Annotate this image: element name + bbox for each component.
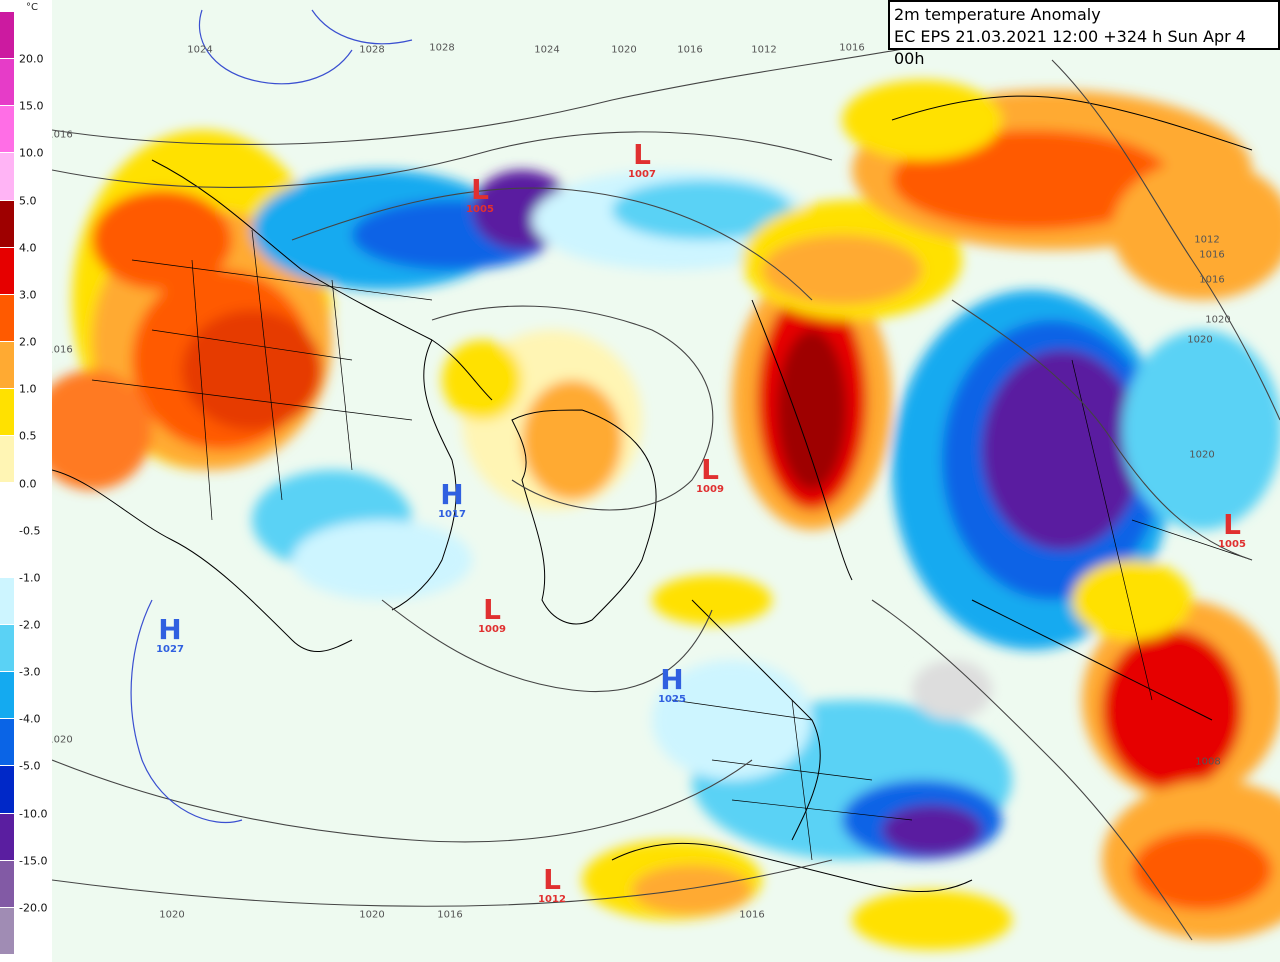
legend-unit: °C (26, 2, 38, 13)
legend-swatch (0, 530, 14, 578)
blue-isobars (130, 9, 413, 824)
pressure-value: 1007 (628, 169, 656, 180)
legend-swatch (0, 483, 14, 531)
legend-swatch (0, 436, 14, 484)
isobar-label: 1016 (677, 44, 703, 56)
low-pressure-marker: L (543, 863, 561, 896)
low-pressure-marker: L (701, 453, 719, 486)
isobar-label: 1016 (1199, 274, 1225, 286)
legend-label: 15.0 (19, 99, 44, 113)
high-pressure-marker: H (440, 478, 464, 511)
legend-swatch (0, 12, 14, 60)
legend-label: 2.0 (19, 335, 37, 349)
pressure-value: 1017 (438, 509, 466, 520)
legend-label: -2.0 (19, 618, 41, 632)
legend-label: -3.0 (19, 665, 41, 679)
legend-label: -5.0 (19, 759, 41, 773)
isobar-label: 1020 (1189, 449, 1215, 461)
map-canvas (52, 9, 1280, 950)
isobar-label: 1024 (534, 44, 560, 56)
legend-swatch (0, 672, 14, 720)
legend-label: -0.5 (19, 524, 41, 538)
map-subtitle: EC EPS 21.03.2021 12:00 +324 h Sun Apr 4… (894, 27, 1246, 68)
isobar-label: 1020 (611, 44, 637, 56)
legend-swatch (0, 59, 14, 107)
isobar-label: 1020 (159, 909, 185, 921)
legend-swatch (0, 766, 14, 814)
isobar-label: 1012 (751, 44, 777, 56)
legend-swatch (0, 624, 14, 673)
legend-swatch (0, 106, 14, 154)
isobar-label: 1012 (1194, 234, 1220, 246)
legend-swatch (0, 719, 14, 767)
legend-swatch (0, 389, 14, 437)
map-title: 2m temperature Anomaly (894, 5, 1101, 24)
isobars (52, 39, 1280, 941)
isobar-label: 1028 (359, 44, 385, 56)
isobar-label: 1024 (187, 44, 213, 56)
pressure-value: 1025 (658, 694, 686, 705)
pressure-value: 1009 (696, 484, 724, 495)
pressure-value: 1005 (1218, 539, 1246, 550)
anomaly-fields (52, 80, 1280, 950)
isobar-label: 1020 (359, 909, 385, 921)
legend-label: -15.0 (19, 854, 48, 868)
legend-swatch (0, 860, 14, 908)
legend-label: 5.0 (19, 194, 37, 208)
pressure-value: 1012 (538, 894, 566, 905)
pressure-value: 1005 (466, 204, 494, 215)
legend-swatch (0, 907, 14, 955)
legend-label: 4.0 (19, 241, 37, 255)
legend-swatch (0, 813, 14, 861)
legend-label: -10.0 (19, 807, 48, 821)
isobar-label: 1008 (1195, 756, 1221, 768)
legend-label: 20.0 (19, 52, 44, 66)
low-pressure-marker: L (471, 173, 489, 206)
legend-label: 0.5 (19, 429, 37, 443)
isobar-label: 1020 (1205, 314, 1231, 326)
isobar-label: 1016 (739, 909, 765, 921)
map-title-box: 2m temperature Anomaly EC EPS 21.03.2021… (888, 0, 1280, 68)
isobar-label: 1020 (1187, 334, 1213, 346)
isobar-label: 1016 (839, 42, 865, 54)
pressure-value: 1027 (156, 644, 184, 655)
isobar-label: 1016 (1199, 249, 1225, 261)
legend-label: 1.0 (19, 382, 37, 396)
low-pressure-marker: L (633, 138, 651, 171)
color-scale-legend: °C 20.0 15.0 10.0 5.0 4.0 3.0 2.0 1.0 0.5 0.0 -0.5… (0, 0, 53, 962)
isobar-label: 1016 (52, 344, 73, 356)
legend-label: -20.0 (19, 901, 48, 915)
isobar-label: 1028 (429, 42, 455, 54)
low-pressure-marker: L (483, 593, 501, 626)
borders (91, 229, 1253, 861)
isobar-label: 1016 (52, 129, 73, 141)
legend-label: -4.0 (19, 712, 41, 726)
temperature-anomaly-map: 2m temperature Anomaly EC EPS 21.03.2021… (52, 0, 1280, 962)
legend-label: 3.0 (19, 288, 37, 302)
legend-swatch (0, 342, 14, 390)
isobar-label: 1020 (52, 734, 73, 746)
pressure-value: 1009 (478, 624, 506, 635)
coastlines (52, 95, 1253, 893)
isobar-label: 1016 (437, 909, 463, 921)
high-pressure-marker: H (158, 613, 182, 646)
legend-swatch (0, 200, 14, 248)
legend-label: -1.0 (19, 571, 41, 585)
legend-label: 10.0 (19, 146, 44, 160)
legend-label: 0.0 (19, 477, 37, 490)
legend-swatch (0, 294, 14, 343)
legend-swatch (0, 153, 14, 201)
legend-swatch (0, 247, 14, 295)
legend-swatch (0, 577, 14, 625)
low-pressure-marker: L (1223, 508, 1241, 541)
high-pressure-marker: H (660, 663, 684, 696)
